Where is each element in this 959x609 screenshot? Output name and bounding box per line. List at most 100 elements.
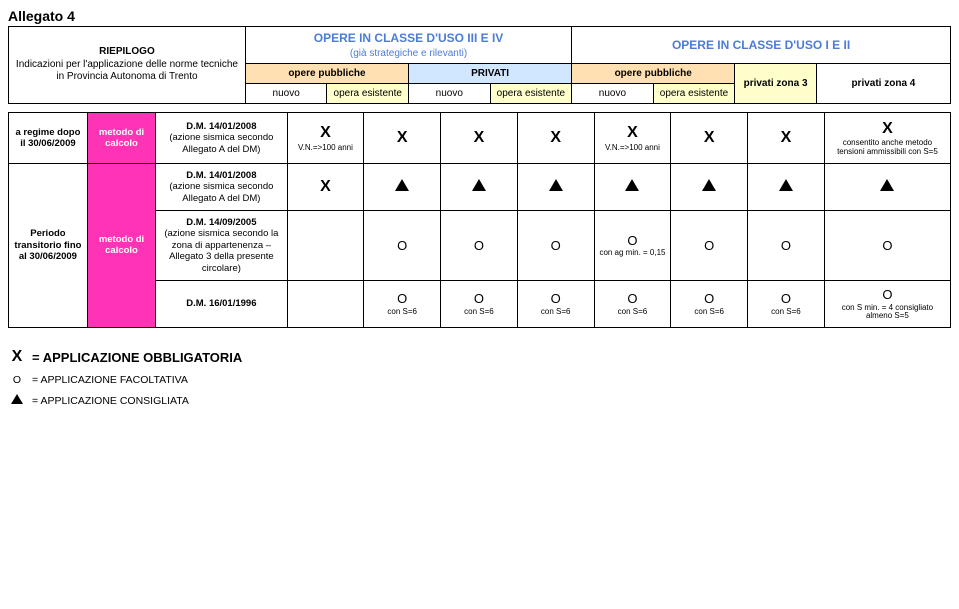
- cell: X V.N.=>100 anni: [594, 113, 671, 164]
- triangle-icon: [702, 179, 716, 191]
- table-row: a regime dopo il 30/06/2009 metodo di ca…: [9, 113, 951, 164]
- nuovo-3: nuovo: [572, 84, 654, 104]
- note: con ag min. = 0,15: [598, 249, 668, 258]
- legend-triangle-icon: [8, 394, 26, 407]
- cell: Ocon S=6: [364, 280, 441, 327]
- riepilogo-sub1: Indicazioni per l'applicazione delle nor…: [16, 59, 238, 70]
- dm-cell-4: D.M. 16/01/1996: [156, 280, 287, 327]
- riepilogo-title: RIEPILOGO: [12, 46, 242, 59]
- o-mark: O: [551, 238, 561, 253]
- cell: [287, 280, 364, 327]
- o-mark: O: [704, 291, 714, 306]
- metodo-pink-1: metodo di calcolo: [87, 113, 155, 164]
- body-table: a regime dopo il 30/06/2009 metodo di ca…: [8, 112, 951, 328]
- privati-34: PRIVATI: [409, 64, 572, 84]
- o-mark: O: [627, 233, 637, 248]
- cell: [441, 163, 518, 210]
- nuovo-1: nuovo: [245, 84, 327, 104]
- cell: Ocon S=6: [517, 280, 594, 327]
- esist-2: opera esistente: [490, 84, 572, 104]
- cell: [671, 163, 748, 210]
- x-mark: X: [704, 129, 715, 146]
- note: V.N.=>100 anni: [291, 144, 361, 153]
- page-title: Allegato 4: [8, 8, 951, 24]
- legend-row-o: O = APPLICAZIONE FACOLTATIVA: [8, 374, 951, 386]
- dm2-title: D.M. 14/01/2008: [186, 170, 256, 181]
- triangle-icon: [472, 179, 486, 191]
- cell: [287, 210, 364, 280]
- note: con S=6: [598, 308, 668, 317]
- note: con S min. = 4 consigliato almeno S=5: [828, 304, 947, 322]
- cell: X: [748, 113, 825, 164]
- cell: O: [671, 210, 748, 280]
- o-mark: O: [397, 238, 407, 253]
- privati-zona-4: privati zona 4: [816, 64, 950, 104]
- legend-x-text: = APPLICAZIONE OBBLIGATORIA: [32, 350, 242, 365]
- cell: [517, 163, 594, 210]
- dm2-sub: (azione sismica secondo Allegato A del D…: [169, 181, 273, 203]
- x-mark: X: [320, 124, 331, 141]
- legend-o-text: = APPLICAZIONE FACOLTATIVA: [32, 374, 188, 386]
- header-table: RIEPILOGO Indicazioni per l'applicazione…: [8, 26, 951, 104]
- o-mark: O: [627, 291, 637, 306]
- legend-row-x: X = APPLICAZIONE OBBLIGATORIA: [8, 348, 951, 366]
- cell: O: [364, 210, 441, 280]
- cell: [594, 163, 671, 210]
- cell: O con S min. = 4 consigliato almeno S=5: [824, 280, 950, 327]
- nuovo-2: nuovo: [409, 84, 491, 104]
- o-mark: O: [781, 291, 791, 306]
- triangle-icon: [625, 179, 639, 191]
- dm3-sub: (azione sismica secondo la zona di appar…: [164, 228, 278, 273]
- note: consentito anche metodo tensioni ammissi…: [828, 139, 947, 157]
- cell: X V.N.=>100 anni: [287, 113, 364, 164]
- dm3-title: D.M. 14/09/2005: [186, 217, 256, 228]
- esist-3: opera esistente: [653, 84, 735, 104]
- x-mark: X: [550, 129, 561, 146]
- dm4-title: D.M. 16/01/1996: [186, 298, 256, 309]
- class34-line1: OPERE IN CLASSE D'USO III E IV: [314, 31, 504, 45]
- x-mark: X: [882, 120, 893, 137]
- note: V.N.=>100 anni: [598, 144, 668, 153]
- o-mark: O: [397, 291, 407, 306]
- cell: X: [671, 113, 748, 164]
- transitorio-label: Periodo transitorio fino al 30/06/2009: [9, 163, 88, 327]
- cell: X: [364, 113, 441, 164]
- opere-pubbliche-12: opere pubbliche: [572, 64, 735, 84]
- legend: X = APPLICAZIONE OBBLIGATORIA O = APPLIC…: [8, 348, 951, 407]
- opere-pubbliche-34: opere pubbliche: [245, 64, 408, 84]
- dm1-title: D.M. 14/01/2008: [186, 121, 256, 132]
- o-mark: O: [551, 291, 561, 306]
- cell: X consentito anche metodo tensioni ammis…: [824, 113, 950, 164]
- table-row: Periodo transitorio fino al 30/06/2009 m…: [9, 163, 951, 210]
- dm1-sub: (azione sismica secondo Allegato A del D…: [169, 132, 273, 154]
- x-mark: X: [397, 129, 408, 146]
- class-12-header: OPERE IN CLASSE D'USO I E II: [572, 27, 951, 64]
- o-mark: O: [882, 238, 892, 253]
- dm-cell-3: D.M. 14/09/2005 (azione sismica secondo …: [156, 210, 287, 280]
- cell: O: [824, 210, 950, 280]
- o-mark: O: [704, 238, 714, 253]
- cell: O: [748, 210, 825, 280]
- cell: Ocon S=6: [594, 280, 671, 327]
- o-mark: O: [882, 287, 892, 302]
- cell: Ocon S=6: [441, 280, 518, 327]
- cell: X: [517, 113, 594, 164]
- cell: O: [517, 210, 594, 280]
- triangle-icon: [880, 179, 894, 191]
- note: con S=6: [444, 308, 514, 317]
- cell: X: [287, 163, 364, 210]
- triangle-icon: [395, 179, 409, 191]
- cell: Ocon S=6: [671, 280, 748, 327]
- x-mark: X: [627, 124, 638, 141]
- o-mark: O: [474, 291, 484, 306]
- esist-1: opera esistente: [327, 84, 409, 104]
- metodo-pink-2: metodo di calcolo: [87, 163, 155, 327]
- cell: [748, 163, 825, 210]
- note: con S=6: [751, 308, 821, 317]
- riepilogo-cell: RIEPILOGO Indicazioni per l'applicazione…: [9, 27, 246, 104]
- triangle-icon: [549, 179, 563, 191]
- regime-label: a regime dopo il 30/06/2009: [9, 113, 88, 164]
- cell: [364, 163, 441, 210]
- o-mark: O: [474, 238, 484, 253]
- cell: Ocon S=6: [748, 280, 825, 327]
